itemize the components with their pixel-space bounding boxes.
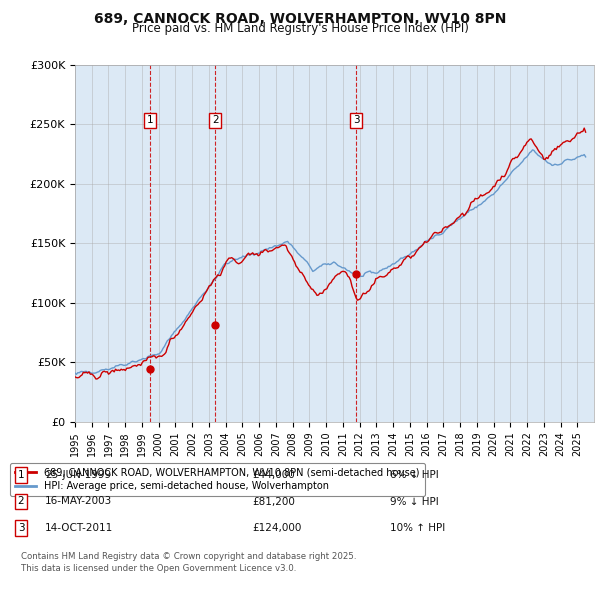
Text: £124,000: £124,000 [252, 523, 301, 533]
Text: 10% ↑ HPI: 10% ↑ HPI [390, 523, 445, 533]
Text: £44,000: £44,000 [252, 470, 295, 480]
Text: Price paid vs. HM Land Registry's House Price Index (HPI): Price paid vs. HM Land Registry's House … [131, 22, 469, 35]
Text: 689, CANNOCK ROAD, WOLVERHAMPTON, WV10 8PN: 689, CANNOCK ROAD, WOLVERHAMPTON, WV10 8… [94, 12, 506, 26]
Text: 2: 2 [212, 115, 218, 125]
Text: 1: 1 [17, 470, 25, 480]
Text: Contains HM Land Registry data © Crown copyright and database right 2025.
This d: Contains HM Land Registry data © Crown c… [21, 552, 356, 573]
Text: 1: 1 [146, 115, 154, 125]
Text: 9% ↓ HPI: 9% ↓ HPI [390, 497, 439, 506]
Legend: 689, CANNOCK ROAD, WOLVERHAMPTON, WV10 8PN (semi-detached house), HPI: Average p: 689, CANNOCK ROAD, WOLVERHAMPTON, WV10 8… [10, 463, 425, 496]
Text: 14-OCT-2011: 14-OCT-2011 [45, 523, 113, 533]
Text: 6% ↓ HPI: 6% ↓ HPI [390, 470, 439, 480]
Text: 16-MAY-2003: 16-MAY-2003 [45, 497, 112, 506]
Text: 2: 2 [17, 497, 25, 506]
Text: 3: 3 [17, 523, 25, 533]
Text: £81,200: £81,200 [252, 497, 295, 506]
Text: 25-JUN-1999: 25-JUN-1999 [45, 470, 111, 480]
Text: 3: 3 [353, 115, 359, 125]
